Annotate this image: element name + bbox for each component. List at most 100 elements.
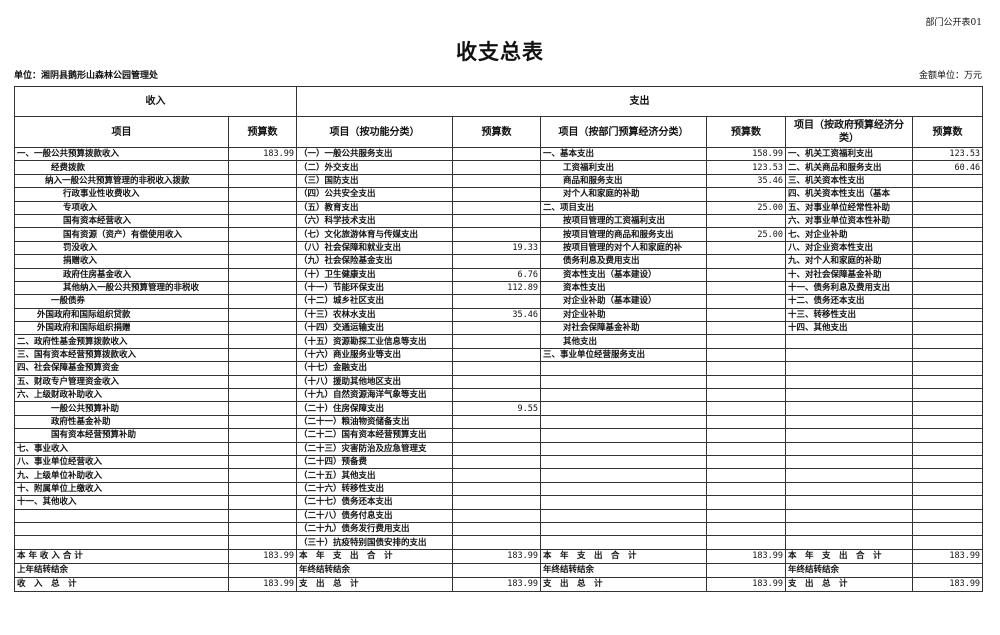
dept-econ-item-label: 对企业补助: [540, 307, 707, 323]
dept-econ-item-label: 资本性支出（基本建设）: [540, 267, 707, 282]
function-item-label: （十七）金融支出: [296, 361, 453, 376]
gov-econ-item-label: 十四、其他支出: [785, 321, 913, 336]
income-budget-header: 预算数: [228, 116, 297, 148]
function-budget-value: [452, 374, 541, 390]
gov-econ-item-label: 六、对事业单位资本性补助: [785, 213, 913, 229]
dept-econ-budget-value: [706, 347, 786, 363]
function-item-label: （十四）交通运输支出: [296, 321, 453, 336]
function-budget-value: [452, 388, 541, 403]
dept-econ-budget-value: 123.53: [706, 160, 786, 175]
table-row: 国有资本经营预算补助 （二十二）国有资本经营预算支出: [14, 428, 984, 443]
function-budget-value: [452, 468, 541, 483]
dept-econ-budget-header: 预算数: [706, 116, 786, 148]
gov-econ-empty-cell: [785, 481, 913, 497]
function-budget-value: [452, 294, 541, 309]
table-row: 六、上级财政补助收入 （十九）自然资源海洋气象等支出: [14, 388, 984, 403]
function-total-label: 年终结转结余: [296, 562, 453, 578]
income-budget-value: [228, 294, 297, 309]
income-item-label: 国有资源（资产）有偿使用收入: [14, 227, 229, 242]
dept-econ-empty-cell: [706, 481, 786, 497]
gov-econ-empty-cell: [911, 347, 984, 363]
page-title: 收支总表: [456, 39, 544, 64]
dept-econ-empty-cell: [540, 495, 707, 510]
income-budget-value: [228, 254, 297, 269]
income-budget-value: [228, 160, 297, 175]
table-row: 政府住房基金收入 （十）卫生健康支出 6.76 资本性支出（基本建设） 十、对社会保障基…: [14, 267, 984, 282]
dept-econ-item-label: 一、基本支出: [540, 146, 707, 162]
function-item-label: （二十八）债务付息支出: [296, 508, 453, 523]
income-item-label: 六、上级财政补助收入: [14, 388, 229, 403]
function-budget-value: 35.46: [452, 307, 541, 323]
income-item-label: 三、国有资本经营预算拨款收入: [14, 347, 229, 363]
table-row: 国有资源（资产）有偿使用收入 （七）文化旅游体育与传媒支出 按项目管理的商品和服务支…: [14, 227, 984, 242]
function-budget-value: 9.55: [452, 401, 541, 416]
gov-econ-empty-cell: [785, 495, 913, 510]
gov-econ-empty-cell: [785, 374, 913, 390]
totals-row: 本 年 收 入 合 计 183.99 本 年 支 出 合 计 183.99 本 年 支 …: [14, 548, 984, 564]
unit-label: 单位：湘阴县鹅形山森林公园管理处: [14, 71, 159, 81]
gov-econ-empty-cell: [911, 374, 984, 390]
income-item-label: 其他纳入一般公共预算管理的非税收: [14, 280, 229, 296]
function-item-label: （十一）节能环保支出: [296, 280, 453, 296]
function-item-header: 项目（按功能分类）: [296, 116, 453, 148]
function-budget-value: [452, 454, 541, 470]
income-budget-value: [228, 187, 297, 202]
gov-econ-empty-cell: [785, 454, 913, 470]
gov-econ-item-label: 十、对社会保障基金补助: [785, 267, 913, 282]
table-row: （二十九）债务发行费用支出: [14, 521, 984, 537]
table-row: 十、附属单位上缴收入 （二十六）转移性支出: [14, 481, 984, 497]
income-budget-value: [228, 414, 297, 430]
dept-econ-budget-value: [706, 307, 786, 323]
gov-econ-empty-cell: [911, 401, 984, 416]
dept-econ-item-label: 工资福利支出: [540, 160, 707, 175]
income-empty-cell: [14, 521, 229, 537]
function-budget-value: [452, 254, 541, 269]
function-total-label: 本 年 支 出 合 计: [296, 548, 453, 564]
function-item-label: （十五）资源勘探工业信息等支出: [296, 334, 453, 349]
dept-econ-empty-cell: [540, 361, 707, 376]
income-item-label: 政府住房基金收入: [14, 267, 229, 282]
dept-econ-empty-cell: [540, 454, 707, 470]
function-total-value: [452, 562, 541, 578]
function-item-label: （六）科学技术支出: [296, 213, 453, 229]
table-row: 其他纳入一般公共预算管理的非税收 （十一）节能环保支出 112.89 资本性支出 十一、…: [14, 280, 984, 296]
dept-econ-item-header: 项目（按部门预算经济分类）: [540, 116, 707, 148]
dept-econ-item-label: 三、事业单位经营服务支出: [540, 347, 707, 363]
income-item-label: 五、财政专户管理资金收入: [14, 374, 229, 390]
gov-econ-budget-value: [911, 240, 984, 256]
gov-econ-budget-value: [911, 294, 984, 309]
function-item-label: （二）外交支出: [296, 160, 453, 175]
gov-econ-total-value: 183.99: [911, 576, 984, 592]
gov-econ-empty-cell: [911, 521, 984, 537]
gov-econ-empty-cell: [785, 401, 913, 416]
totals-row: 收 入 总 计 183.99 支 出 总 计 183.99 支 出 总 计 183.99 支…: [14, 576, 984, 592]
income-item-label: 纳入一般公共预算管理的非税收入拨款: [14, 173, 229, 189]
gov-econ-empty-cell: [911, 454, 984, 470]
gov-econ-budget-value: [911, 227, 984, 242]
form-number: 部门公开表01: [925, 18, 982, 28]
function-budget-value: [452, 521, 541, 537]
income-item-label: 十、附属单位上缴收入: [14, 481, 229, 497]
income-budget-value: [228, 401, 297, 416]
income-budget-value: [228, 481, 297, 497]
income-budget-value: [228, 213, 297, 229]
gov-econ-item-label: 七、对企业补助: [785, 227, 913, 242]
function-total-value: 183.99: [452, 548, 541, 564]
dept-econ-budget-value: [706, 280, 786, 296]
function-budget-value: [452, 428, 541, 443]
function-item-label: （二十二）国有资本经营预算支出: [296, 428, 453, 443]
gov-econ-empty-cell: [911, 481, 984, 497]
dept-econ-total-label: 支 出 总 计: [540, 576, 707, 592]
table-row: 一般债券 （十二）城乡社区支出 对企业补助（基本建设） 十二、债务还本支出: [14, 294, 984, 309]
function-budget-value: [452, 508, 541, 523]
function-item-label: （二十一）粮油物资储备支出: [296, 414, 453, 430]
dept-econ-empty-cell: [706, 521, 786, 537]
function-item-label: （三）国防支出: [296, 173, 453, 189]
gov-econ-empty-cell: [785, 508, 913, 523]
amount-unit-label: 金额单位：万元: [918, 71, 982, 81]
dept-econ-empty-cell: [706, 508, 786, 523]
income-budget-value: [228, 200, 297, 215]
function-item-label: （二十九）债务发行费用支出: [296, 521, 453, 537]
function-item-label: （五）教育支出: [296, 200, 453, 215]
function-item-label: （四）公共安全支出: [296, 187, 453, 202]
